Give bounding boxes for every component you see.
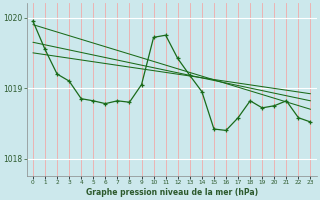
X-axis label: Graphe pression niveau de la mer (hPa): Graphe pression niveau de la mer (hPa) xyxy=(86,188,258,197)
